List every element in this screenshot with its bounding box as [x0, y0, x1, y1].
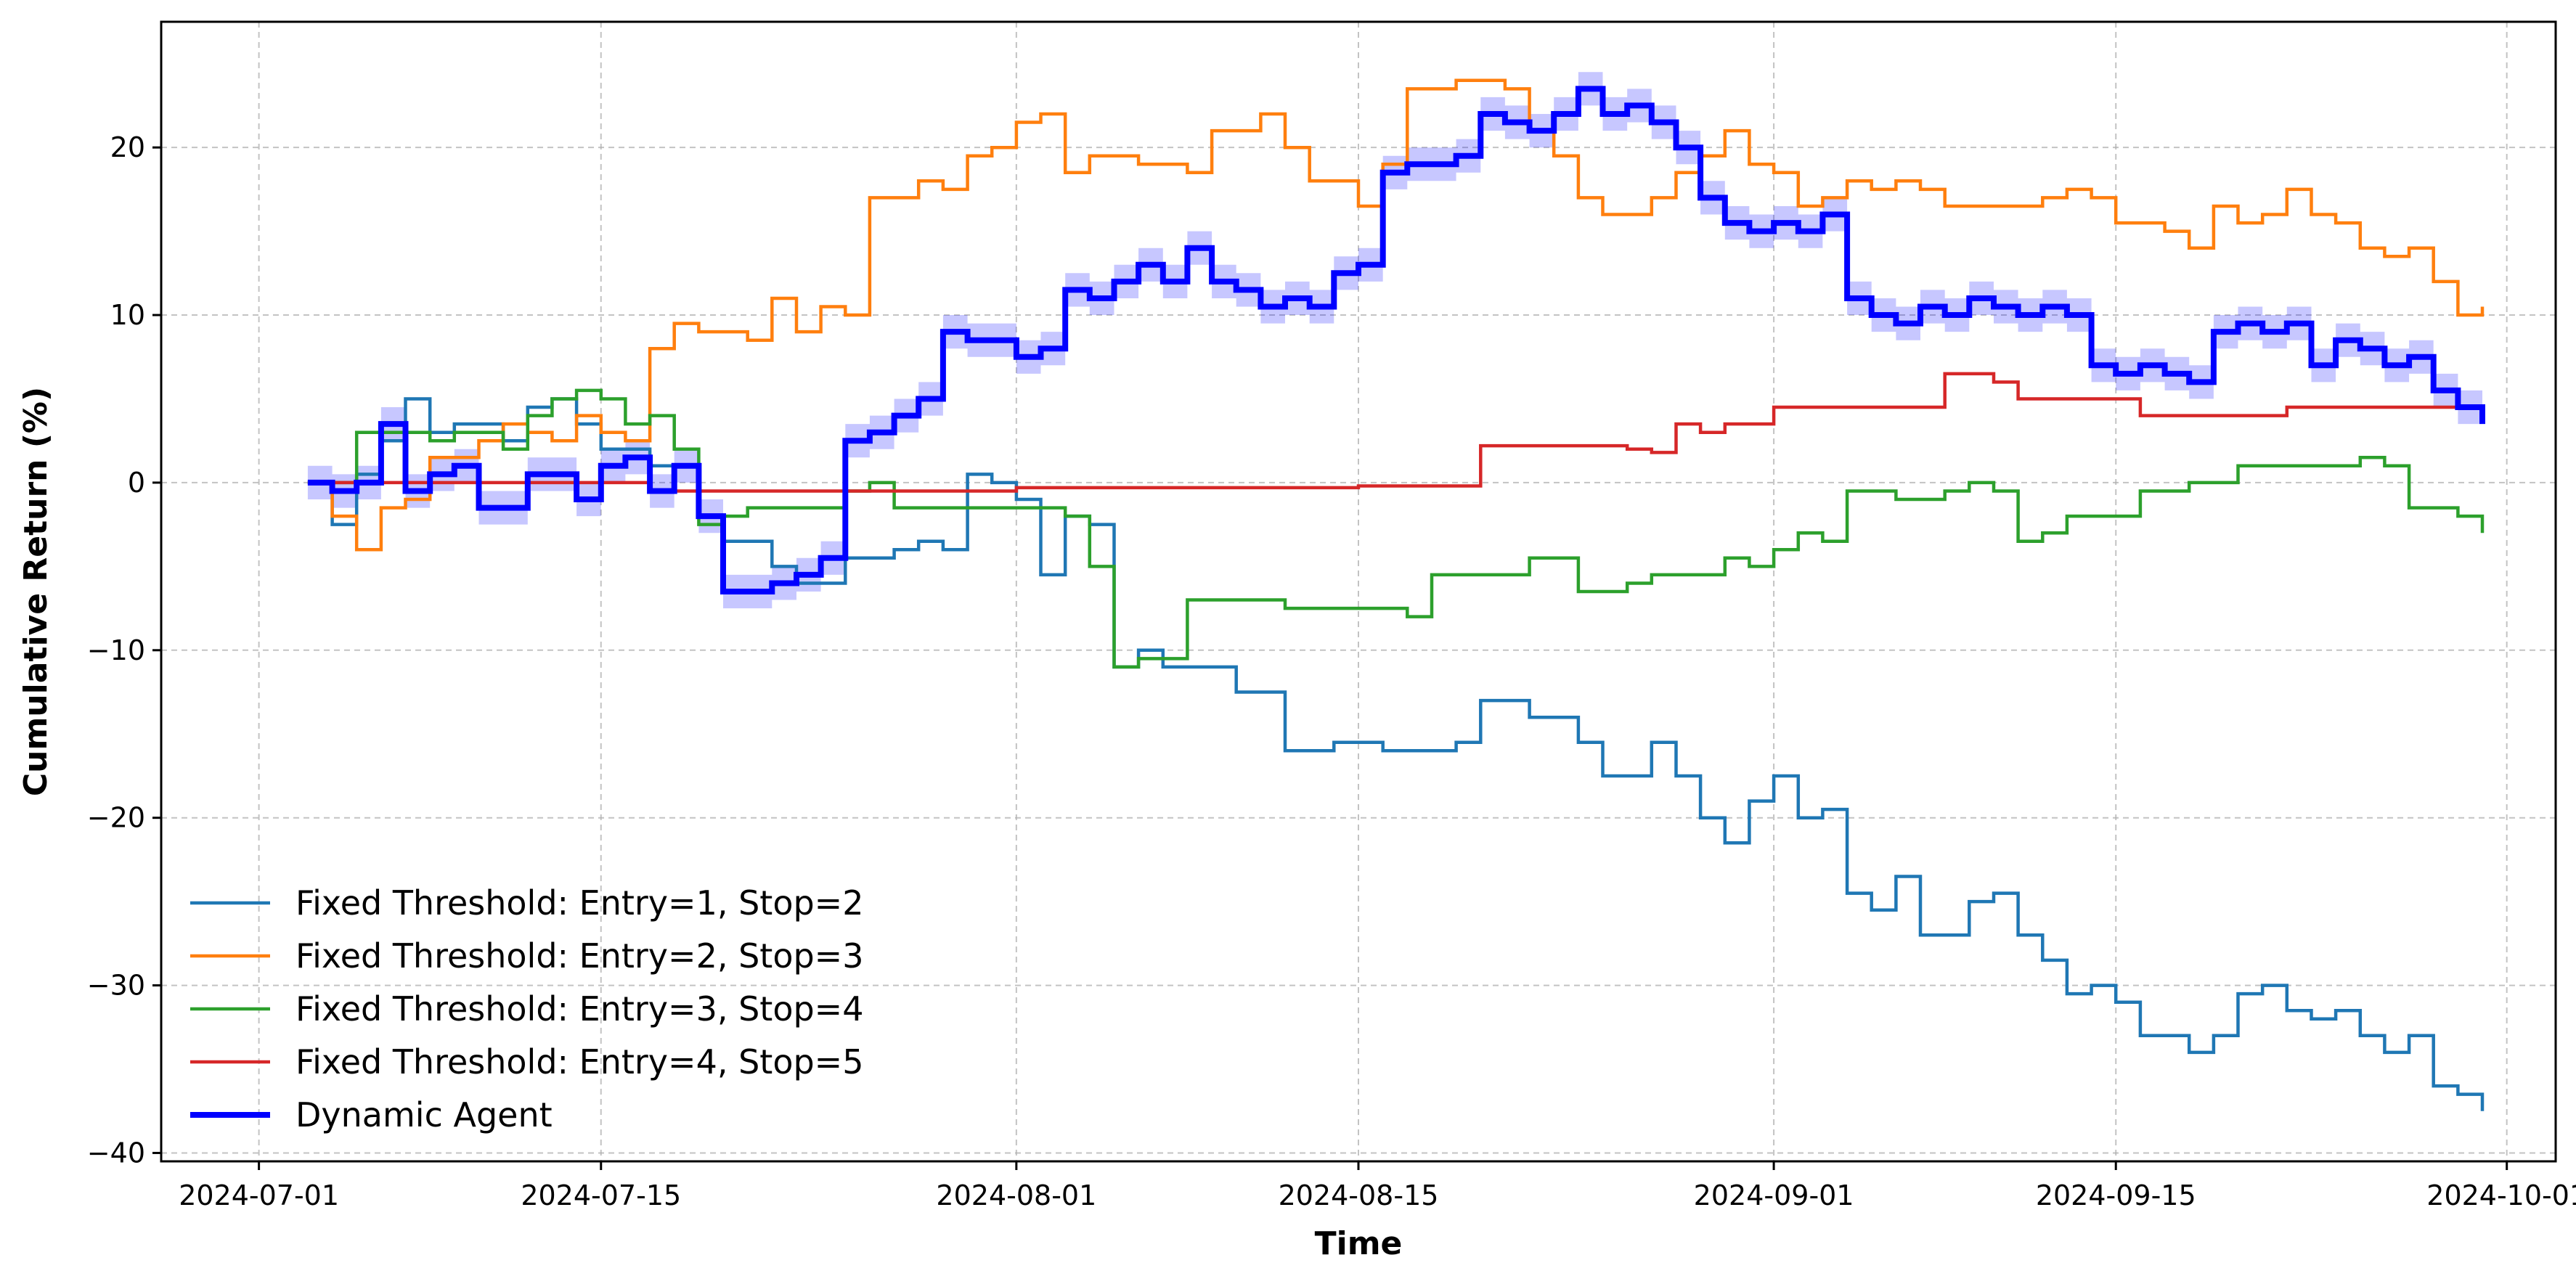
series-layer	[307, 78, 2485, 1111]
x-tick-label: 2024-10-01	[2426, 1179, 2576, 1211]
series-line-5	[307, 86, 2485, 594]
x-axis-label: Time	[1315, 1225, 1403, 1262]
x-tick-label: 2024-09-15	[2036, 1179, 2196, 1211]
y-tick-label: −30	[87, 970, 145, 1002]
series-line-3	[307, 388, 2485, 669]
legend-label: Fixed Threshold: Entry=4, Stop=5	[295, 1042, 863, 1081]
legend: Fixed Threshold: Entry=1, Stop=2 Fixed Th…	[190, 883, 863, 1134]
x-tick-label: 2024-07-01	[179, 1179, 339, 1211]
x-tick-label: 2024-09-01	[1694, 1179, 1854, 1211]
legend-label: Fixed Threshold: Entry=2, Stop=3	[295, 936, 863, 976]
y-tick-label: −20	[87, 802, 145, 834]
y-axis-label: Cumulative Return (%)	[17, 387, 54, 796]
legend-label: Dynamic Agent	[295, 1095, 553, 1134]
x-tick-label: 2024-07-15	[521, 1179, 681, 1211]
grid-layer	[161, 22, 2556, 1161]
y-tick-label: 0	[128, 467, 145, 499]
confidence-band	[307, 72, 2483, 609]
x-tick-label: 2024-08-01	[936, 1179, 1096, 1211]
tick-layer: −40 −30 −20 −10 0 10 20 2024-07-01 2024-07-15 202…	[87, 131, 2576, 1211]
series-line-1	[307, 397, 2485, 1111]
y-tick-label: 20	[110, 131, 145, 163]
x-tick-label: 2024-08-15	[1279, 1179, 1439, 1211]
y-tick-label: 10	[110, 299, 145, 331]
legend-label: Fixed Threshold: Entry=1, Stop=2	[295, 883, 863, 923]
series-line-4	[307, 372, 2482, 493]
legend-label: Fixed Threshold: Entry=3, Stop=4	[295, 989, 863, 1029]
y-tick-label: −40	[87, 1137, 145, 1169]
band-layer	[307, 72, 2483, 609]
y-tick-label: −10	[87, 634, 145, 666]
